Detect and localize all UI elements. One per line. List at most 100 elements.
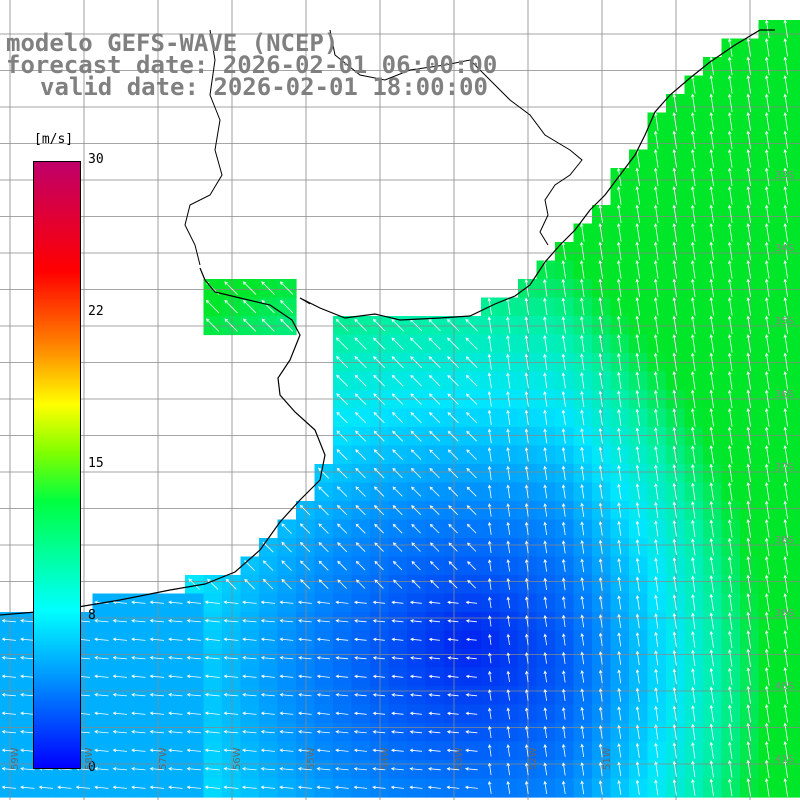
wind-arrow: [112, 730, 128, 734]
wind-arrow: [112, 637, 128, 642]
wind-arrow: [635, 408, 640, 426]
wind-arrow: [728, 297, 733, 316]
wind-arrow: [186, 748, 202, 753]
wind-arrow: [617, 595, 622, 610]
wind-arrow: [672, 408, 677, 427]
wind-arrow: [112, 693, 128, 697]
wind-cell: [795, 297, 800, 317]
wind-arrow: [260, 767, 276, 771]
wind-cell: [795, 57, 800, 77]
wind-arrow: [372, 600, 386, 605]
wind-arrow: [242, 637, 257, 642]
wind-arrow: [524, 503, 529, 517]
wind-arrow: [354, 393, 367, 405]
wind-cell: [795, 205, 800, 225]
wind-arrow: [746, 278, 751, 298]
wind-cell: [795, 445, 800, 465]
wind-arrow: [580, 428, 585, 444]
wind-arrow: [428, 619, 441, 623]
wind-arrow: [654, 761, 659, 777]
wind-arrow: [373, 374, 385, 387]
wind-arrow: [765, 519, 770, 538]
wind-arrow: [447, 467, 459, 479]
wind-arrow: [168, 785, 183, 790]
wind-arrow: [506, 372, 511, 389]
wind-arrow: [783, 500, 788, 520]
wind-arrow: [654, 167, 659, 187]
wind-arrow: [374, 523, 384, 534]
wind-arrow: [672, 557, 677, 574]
wind-arrow: [728, 500, 733, 520]
wind-arrow: [409, 767, 423, 771]
wind-arrow: [765, 352, 770, 372]
lat-label: 40S: [774, 681, 794, 692]
wind-arrow: [465, 711, 478, 716]
wind-arrow: [598, 502, 603, 518]
wind-arrow: [709, 667, 714, 685]
wind-arrow: [506, 762, 511, 776]
wind-arrow: [223, 619, 239, 623]
wind-arrow: [428, 637, 440, 642]
wind-arrow: [635, 297, 640, 316]
wind-arrow: [765, 556, 770, 575]
wind-arrow: [242, 711, 257, 716]
wind-arrow: [598, 260, 603, 279]
wind-arrow: [448, 523, 458, 534]
wind-arrow: [783, 93, 788, 113]
wind-arrow: [335, 637, 349, 642]
wind-arrow: [428, 656, 441, 660]
wind-arrow: [672, 594, 677, 611]
wind-arrow: [94, 693, 109, 697]
wind-arrow: [1, 748, 17, 753]
wind-arrow: [465, 411, 478, 424]
wind-arrow: [635, 501, 640, 518]
wind-arrow: [466, 430, 477, 442]
wind-arrow: [543, 278, 548, 297]
wind-arrow: [524, 780, 529, 794]
wind-arrow: [186, 785, 202, 790]
wind-arrow: [635, 446, 640, 463]
wind-arrow: [465, 356, 478, 368]
wind-arrow: [728, 186, 733, 205]
wind-arrow: [298, 730, 312, 734]
lon-label: 52W: [528, 747, 539, 770]
wind-arrow: [654, 520, 659, 537]
wind-arrow: [691, 649, 696, 667]
wind-arrow: [672, 705, 677, 722]
wind-arrow: [783, 19, 788, 39]
wind-arrow: [635, 724, 640, 740]
wind-arrow: [204, 600, 220, 605]
wind-arrow: [580, 353, 585, 371]
wind-arrow: [765, 778, 770, 797]
wind-arrow: [709, 56, 714, 76]
wind-arrow: [261, 281, 275, 295]
wind-arrow: [672, 278, 677, 298]
wind-arrow: [561, 260, 566, 279]
wind-arrow: [672, 575, 677, 592]
wind-arrow: [506, 725, 511, 738]
wind-arrow: [617, 408, 622, 426]
wind-arrow: [691, 426, 696, 446]
wind-arrow: [765, 482, 770, 501]
wind-arrow: [783, 556, 788, 575]
wind-arrow: [765, 500, 770, 520]
wind-arrow: [298, 674, 312, 679]
wind-arrow: [765, 593, 770, 612]
wind-arrow: [316, 619, 330, 623]
wind-arrow: [20, 656, 35, 660]
wind-arrow: [561, 465, 566, 481]
wind-arrow: [672, 93, 677, 113]
wind-arrow: [709, 463, 714, 483]
wind-arrow: [635, 706, 640, 721]
wind-arrow: [598, 632, 603, 647]
wind-arrow: [709, 297, 714, 316]
wind-arrow: [691, 260, 696, 279]
wind-arrow: [149, 637, 165, 642]
wind-arrow: [783, 593, 788, 612]
wind-arrow: [580, 390, 585, 407]
wind-arrow: [223, 674, 239, 679]
wind-arrow: [580, 558, 585, 573]
wind-arrow: [691, 315, 696, 335]
wind-arrow: [728, 315, 733, 335]
wind-arrow: [429, 542, 440, 552]
